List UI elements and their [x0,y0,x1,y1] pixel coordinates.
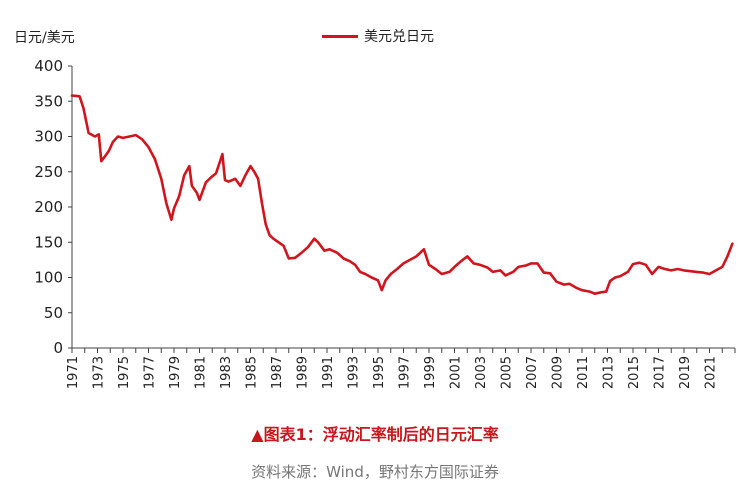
x-tick-label: 1981 [194,356,209,389]
x-tick-label: 1995 [372,356,387,389]
legend: 美元兑日元 [322,26,434,46]
x-tick-label: 2019 [678,356,693,389]
y-tick-label: 100 [34,269,63,287]
x-tick-label: 2011 [576,356,591,389]
y-tick-label: 150 [34,233,63,251]
y-tick-label: 50 [44,304,63,322]
y-tick-label: 0 [53,339,63,357]
x-tick-label: 1987 [270,356,285,389]
x-axis-ticks: 1971 1973 1975 1977 1979 1981 1983 1985 1987 1989… [66,348,736,389]
axes [71,66,735,349]
x-tick-label: 1979 [168,356,183,389]
y-tick-label: 400 [34,57,63,75]
x-tick-label: 1971 [66,356,81,389]
y-tick-label: 300 [34,128,63,146]
x-tick-label: 1999 [423,356,438,389]
x-tick-label: 1997 [398,356,413,389]
x-tick-label: 2001 [449,356,464,389]
x-tick-label: 1975 [117,356,132,389]
x-tick-label: 1983 [219,356,234,389]
x-tick-label: 1985 [245,356,260,389]
x-tick-label: 1993 [347,356,362,389]
y-tick-label: 200 [34,198,63,216]
y-tick-label: 350 [34,92,63,110]
x-tick-label: 2015 [627,356,642,389]
x-tick-label: 2017 [653,356,668,389]
y-tick-label: 250 [34,163,63,181]
y-axis-ticks: 0 50 100 150 200 250 300 350 400 [34,57,72,357]
x-tick-label: 2013 [602,356,617,389]
series-line [70,94,734,296]
x-tick-label: 2005 [500,356,515,389]
legend-label: 美元兑日元 [364,29,434,45]
y-axis-label: 日元/美元 [14,30,75,46]
legend-swatch [322,34,358,38]
series-layer [70,94,734,296]
x-tick-label: 1977 [143,356,158,389]
x-tick-label: 1989 [296,356,311,389]
x-tick-label: 2003 [474,356,489,389]
x-tick-label: 1973 [92,356,107,389]
x-tick-label: 2007 [525,356,540,389]
source-note: 资料来源：Wind，野村东方国际证券 [251,463,499,481]
x-tick-label: 2009 [551,356,566,389]
figure-caption: ▲图表1：浮动汇率制后的日元汇率 [251,425,499,444]
x-tick-label: 2021 [704,356,719,389]
x-tick-label: 1991 [321,356,336,389]
